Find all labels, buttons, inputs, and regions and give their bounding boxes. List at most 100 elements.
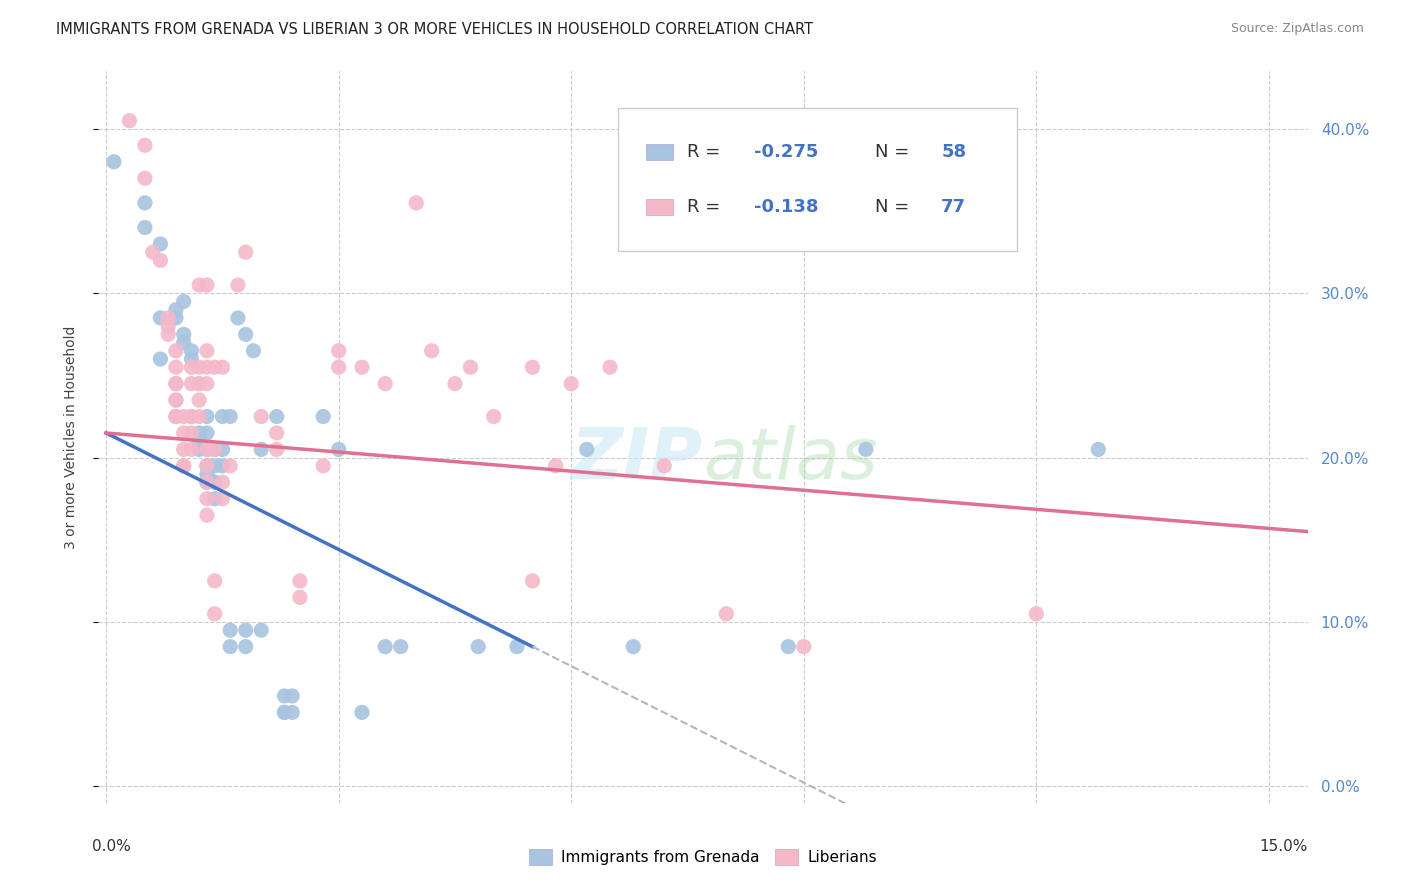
Point: [180, 351, 202, 366]
Point: [544, 458, 567, 473]
Point: [467, 640, 489, 654]
Point: [195, 442, 218, 457]
Point: [165, 360, 187, 375]
Point: [180, 409, 202, 424]
Point: [211, 491, 233, 506]
Point: [522, 360, 544, 375]
Point: [522, 574, 544, 588]
Point: [235, 624, 257, 638]
Point: [173, 458, 195, 473]
Point: [250, 409, 273, 424]
Text: 0.0%: 0.0%: [93, 839, 131, 855]
Text: IMMIGRANTS FROM GRENADA VS LIBERIAN 3 OR MORE VEHICLES IN HOUSEHOLD CORRELATION : IMMIGRANTS FROM GRENADA VS LIBERIAN 3 OR…: [56, 22, 813, 37]
Point: [250, 442, 273, 457]
Point: [149, 253, 172, 268]
Text: atlas: atlas: [703, 425, 877, 493]
Point: [149, 310, 172, 325]
Point: [350, 360, 373, 375]
Point: [188, 360, 211, 375]
Point: [180, 376, 202, 391]
Point: [173, 458, 195, 473]
Point: [188, 278, 211, 293]
Point: [188, 376, 211, 391]
Point: [195, 467, 218, 481]
Point: [173, 294, 195, 309]
Point: [219, 409, 242, 424]
Point: [204, 442, 226, 457]
Point: [204, 360, 226, 375]
Text: 58: 58: [941, 143, 966, 161]
Point: [204, 458, 226, 473]
Bar: [647, 144, 673, 160]
Point: [242, 343, 264, 358]
Text: 15.0%: 15.0%: [1260, 839, 1308, 855]
Point: [1087, 442, 1109, 457]
Point: [195, 278, 218, 293]
Point: [180, 425, 202, 440]
Point: [157, 310, 180, 325]
Point: [188, 425, 211, 440]
Point: [506, 640, 529, 654]
Text: -0.138: -0.138: [754, 198, 818, 216]
Legend: Immigrants from Grenada, Liberians: Immigrants from Grenada, Liberians: [523, 843, 883, 871]
Point: [1025, 607, 1047, 621]
Point: [149, 236, 172, 251]
Point: [195, 508, 218, 523]
Point: [195, 491, 218, 506]
Text: N =: N =: [875, 198, 915, 216]
Point: [211, 458, 233, 473]
Point: [226, 310, 249, 325]
Point: [273, 706, 295, 720]
Point: [195, 458, 218, 473]
Point: [180, 343, 202, 358]
Text: R =: R =: [688, 198, 727, 216]
Point: [195, 409, 218, 424]
Point: [235, 640, 257, 654]
Point: [778, 640, 800, 654]
Point: [188, 376, 211, 391]
Point: [374, 640, 396, 654]
Point: [288, 591, 311, 605]
Point: [266, 425, 288, 440]
Point: [134, 195, 156, 210]
Point: [273, 689, 295, 703]
Point: [180, 409, 202, 424]
Point: [420, 343, 443, 358]
Point: [374, 376, 396, 391]
Point: [855, 442, 877, 457]
Point: [195, 475, 218, 490]
Point: [482, 409, 505, 424]
Point: [195, 425, 218, 440]
Point: [195, 376, 218, 391]
Point: [350, 706, 373, 720]
Point: [204, 475, 226, 490]
Point: [188, 409, 211, 424]
Point: [204, 574, 226, 588]
Point: [716, 607, 738, 621]
Point: [188, 442, 211, 457]
Point: [250, 624, 273, 638]
Point: [652, 458, 675, 473]
Point: [165, 409, 187, 424]
Point: [165, 393, 187, 408]
Point: [211, 475, 233, 490]
Point: [103, 154, 125, 169]
Point: [173, 409, 195, 424]
Point: [281, 706, 304, 720]
Point: [134, 138, 156, 153]
Point: [204, 491, 226, 506]
Point: [266, 409, 288, 424]
Point: [165, 393, 187, 408]
Text: N =: N =: [875, 143, 915, 161]
Point: [204, 475, 226, 490]
Point: [219, 624, 242, 638]
Point: [195, 475, 218, 490]
Point: [173, 327, 195, 342]
Point: [173, 442, 195, 457]
FancyBboxPatch shape: [619, 108, 1018, 251]
Point: [460, 360, 482, 375]
Text: Source: ZipAtlas.com: Source: ZipAtlas.com: [1230, 22, 1364, 36]
Point: [621, 640, 644, 654]
Point: [560, 376, 582, 391]
Point: [328, 442, 350, 457]
